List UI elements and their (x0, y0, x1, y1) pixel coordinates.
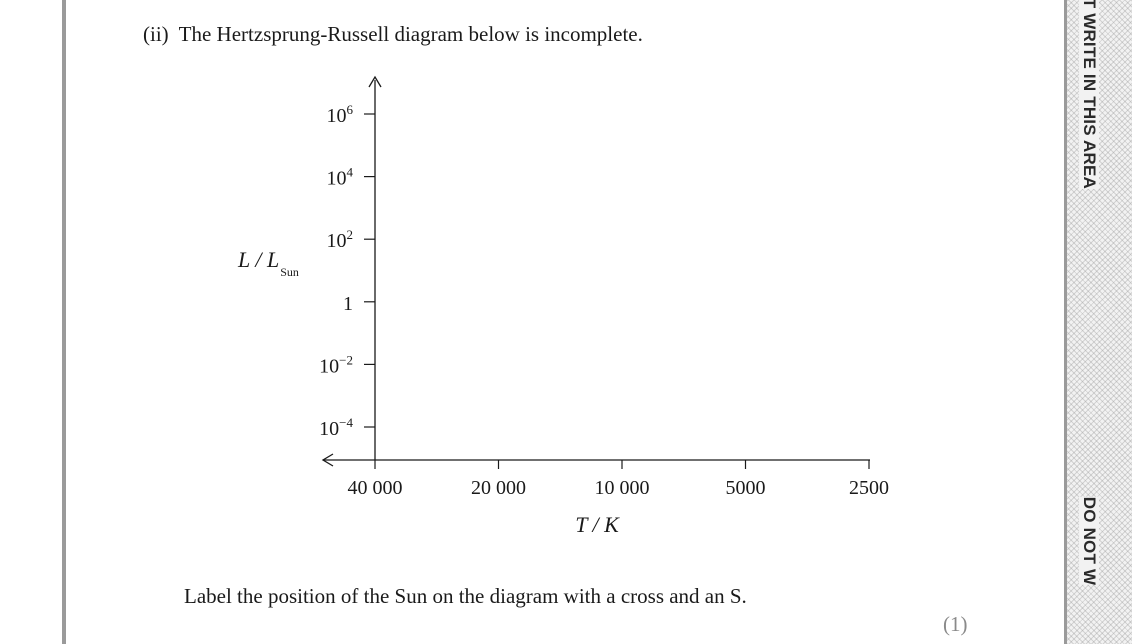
margin-hatched-area (1067, 0, 1132, 644)
y-axis-label-main: L / L (237, 247, 279, 272)
y-tick-exponent: 4 (347, 165, 354, 180)
y-axis-arrow-icon (368, 75, 382, 88)
y-tick-exponent: −2 (339, 352, 353, 367)
y-ticks: 106 104 102 1 10−2 10−4 (319, 102, 375, 440)
y-tick-label: 106 (327, 102, 354, 127)
x-axis-label: T / K (575, 512, 620, 537)
y-tick-exponent: 2 (347, 227, 354, 242)
x-tick-label: 2500 (849, 477, 889, 499)
marks-value: (1) (943, 612, 968, 636)
x-tick-label: 40 000 (348, 477, 403, 499)
x-tick-label: 20 000 (471, 477, 526, 499)
y-axis-label: L / LSun (237, 247, 299, 279)
x-axis-arrow-icon (321, 453, 334, 467)
y-tick-label: 10−2 (319, 352, 353, 377)
y-tick-label: 10−4 (319, 415, 353, 440)
y-tick-exponent: 6 (347, 102, 354, 117)
question-heading: (ii) The Hertzsprung-Russell diagram belo… (143, 22, 643, 47)
y-tick-label: 102 (327, 227, 354, 252)
y-tick-label: 1 (343, 293, 353, 315)
y-tick-label: 104 (327, 165, 354, 190)
y-axis-label-sub: Sun (280, 265, 299, 279)
x-tick-label: 10 000 (595, 477, 650, 499)
question-number: (ii) (143, 22, 169, 46)
left-margin-rule (62, 0, 66, 644)
y-tick-exponent: −4 (339, 415, 353, 430)
right-margin-rule (1064, 0, 1067, 644)
question-text: The Hertzsprung-Russell diagram below is… (178, 22, 643, 46)
x-tick-label: 5000 (726, 477, 766, 499)
instruction-text: Label the position of the Sun on the dia… (184, 584, 747, 608)
x-ticks: 40 000 20 000 10 000 5000 2500 (348, 460, 889, 499)
